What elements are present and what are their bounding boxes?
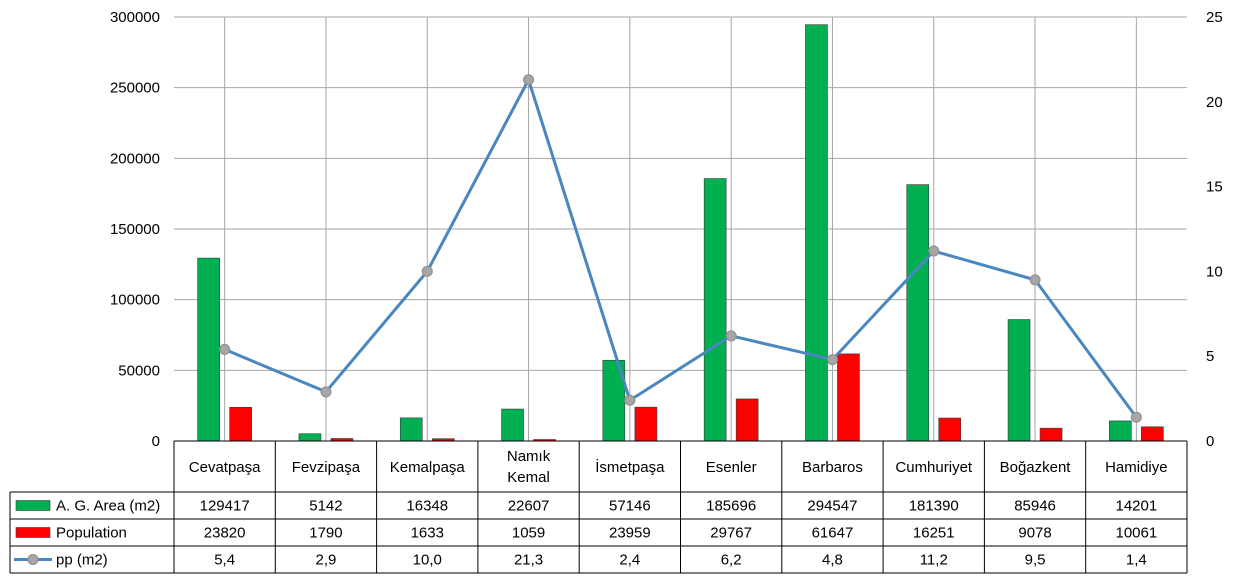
data-label: 16251 xyxy=(913,525,955,542)
category-label: Boğazkent xyxy=(1000,459,1072,476)
data-label: 10,0 xyxy=(413,552,442,569)
y-axis-tick-label: 0 xyxy=(152,433,160,450)
pp-marker xyxy=(1029,274,1041,286)
y2-axis-tick-label: 0 xyxy=(1206,433,1214,450)
area-bar xyxy=(805,24,828,442)
area-bar xyxy=(1109,420,1132,442)
population-bar xyxy=(229,407,252,442)
legend-key-population xyxy=(15,527,51,538)
population-bar xyxy=(1141,426,1164,442)
legend-label: pp (m2) xyxy=(56,552,108,569)
data-label: 11,2 xyxy=(920,552,948,569)
data-label: 294547 xyxy=(807,498,857,515)
y2-axis-tick-label: 5 xyxy=(1206,348,1214,365)
area-bar xyxy=(399,417,423,442)
data-label: 29767 xyxy=(710,525,752,542)
data-label: 4,8 xyxy=(822,552,843,569)
category-label: Esenler xyxy=(706,459,757,476)
data-label: 22607 xyxy=(508,498,550,515)
category-label: Hamidiye xyxy=(1105,459,1168,476)
area-bar xyxy=(1007,319,1031,442)
category-label: Kemal xyxy=(507,469,550,486)
pp-marker xyxy=(928,245,940,257)
y-axis-tick-label: 150000 xyxy=(110,221,160,238)
area-bar xyxy=(501,408,524,442)
data-label: 5,4 xyxy=(214,552,235,569)
data-label: 5142 xyxy=(309,498,342,515)
data-label: 129417 xyxy=(200,498,250,515)
data-label: 23820 xyxy=(204,525,246,542)
y-axis-tick-label: 100000 xyxy=(110,292,160,309)
pp-marker xyxy=(219,343,231,355)
pp-marker xyxy=(1130,411,1142,423)
y-axis-tick-label: 300000 xyxy=(110,9,160,26)
y-axis-tick-label: 250000 xyxy=(110,80,160,97)
pp-marker xyxy=(523,74,535,86)
data-label: 23959 xyxy=(609,525,651,542)
pp-line xyxy=(224,78,1138,419)
pp-marker xyxy=(826,354,838,366)
population-bar xyxy=(1039,427,1063,442)
data-label: 1059 xyxy=(512,525,545,542)
data-label: 61647 xyxy=(812,525,854,542)
category-label: Kemalpaşa xyxy=(390,459,466,476)
area-bar xyxy=(298,433,322,442)
data-label: 1790 xyxy=(309,525,342,542)
data-label: 6,2 xyxy=(721,552,742,569)
pp-marker xyxy=(725,330,737,342)
legend-key-area xyxy=(15,500,51,511)
category-label: Barbaros xyxy=(802,459,863,476)
data-label: 2,9 xyxy=(316,552,337,569)
data-label: 85946 xyxy=(1014,498,1056,515)
y-axis-tick-label: 50000 xyxy=(118,362,160,379)
data-label: 9,5 xyxy=(1025,552,1046,569)
population-bar xyxy=(938,417,962,442)
area-bar xyxy=(197,257,220,442)
category-label: Fevzipaşa xyxy=(292,459,361,476)
data-label: 1,4 xyxy=(1126,552,1147,569)
data-label: 10061 xyxy=(1115,525,1157,542)
y-axis-tick-label: 200000 xyxy=(110,150,160,167)
legend-label: A. G. Area (m2) xyxy=(56,498,160,515)
data-label: 9078 xyxy=(1018,525,1051,542)
data-label: 21,3 xyxy=(514,552,543,569)
pp-marker xyxy=(320,386,332,398)
data-label: 16348 xyxy=(406,498,448,515)
pp-marker xyxy=(624,394,636,406)
y2-axis-tick-label: 20 xyxy=(1206,94,1223,111)
data-label: 181390 xyxy=(909,498,959,515)
data-label: 2,4 xyxy=(619,552,640,569)
data-label: 14201 xyxy=(1115,498,1157,515)
pp-marker xyxy=(421,265,433,277)
category-label: Namık xyxy=(507,448,551,465)
category-label: Cumhuriyet xyxy=(895,459,973,476)
population-bar xyxy=(735,398,759,442)
data-label: 1633 xyxy=(411,525,444,542)
population-bar xyxy=(634,406,658,442)
area-bar xyxy=(906,184,930,442)
area-bar xyxy=(703,178,727,442)
y2-axis-tick-label: 25 xyxy=(1206,9,1223,26)
legend-label: Population xyxy=(56,525,127,542)
population-bar xyxy=(837,353,860,442)
legend-key-pp-marker xyxy=(27,554,39,565)
category-label: Cevatpaşa xyxy=(189,459,261,476)
y2-axis-tick-label: 10 xyxy=(1206,263,1223,280)
y2-axis-tick-label: 15 xyxy=(1206,179,1223,196)
category-label: İsmetpaşa xyxy=(595,458,665,476)
data-label: 57146 xyxy=(609,498,651,515)
data-label: 185696 xyxy=(706,498,756,515)
